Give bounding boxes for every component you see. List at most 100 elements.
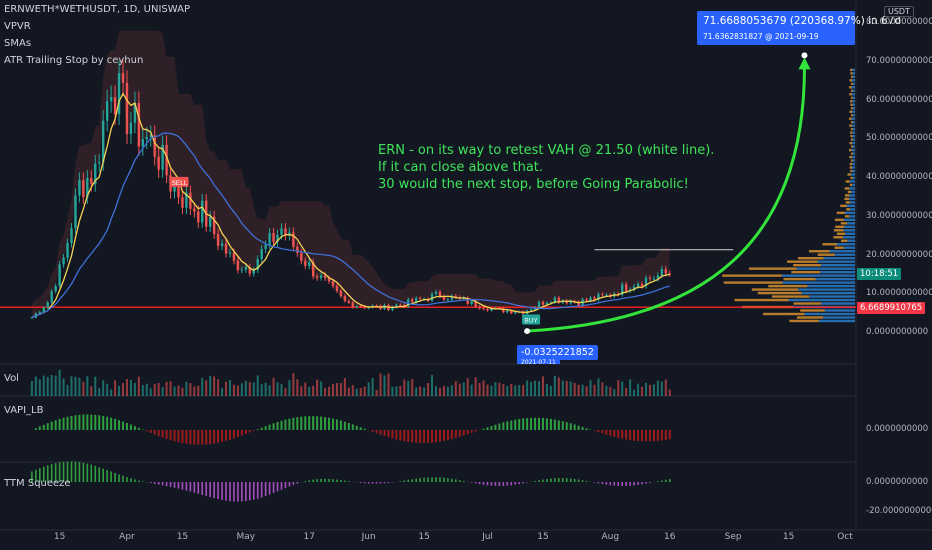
vpvr-bar-up <box>723 281 783 284</box>
volume-bar <box>502 384 505 396</box>
vapi-bar <box>494 424 497 430</box>
ttm-bar <box>157 482 160 485</box>
volume-bar <box>450 385 453 396</box>
vapi-bar <box>244 430 247 435</box>
vapi-bar <box>137 427 140 430</box>
vpvr-bar-down <box>852 89 855 92</box>
volume-bar <box>276 382 279 396</box>
volume-pane-label[interactable]: Vol <box>4 373 19 384</box>
vapi-bar <box>236 430 239 438</box>
vpvr-bar-down <box>852 82 855 86</box>
vapi-bar <box>260 427 263 430</box>
ttm-bar <box>90 464 93 482</box>
volume-bar <box>244 380 247 396</box>
ttm-bar <box>86 463 89 482</box>
ttm-bar <box>399 481 402 482</box>
time-axis-label: 15 <box>176 532 189 542</box>
volume-bar <box>553 375 556 396</box>
candle-body <box>624 284 628 292</box>
ttm-bar <box>252 482 255 500</box>
ttm-bar <box>458 480 461 482</box>
price-axis-label: 30.0000000000 <box>866 210 932 221</box>
vapi-bar <box>221 430 224 442</box>
ttm-bar <box>478 482 481 485</box>
ttm-bar <box>573 478 576 482</box>
candle-body <box>323 275 327 279</box>
candle-body <box>351 302 354 308</box>
indicator-vpvr[interactable]: VPVR <box>4 21 31 32</box>
candle-body <box>137 103 141 147</box>
ttm-bar <box>165 482 168 487</box>
volume-bar <box>541 376 544 396</box>
vpvr-bar-down <box>823 257 855 260</box>
ttm-bar <box>526 482 528 483</box>
vapi-bar <box>300 416 303 430</box>
ttm-bar <box>316 479 318 482</box>
ttm-bar <box>320 478 322 482</box>
vpvr-bar-down <box>852 75 855 79</box>
annotation-line: If it can close above that. <box>378 160 544 175</box>
time-axis-label: Apr <box>119 532 135 542</box>
volume-bar <box>58 369 61 396</box>
ttm-bar <box>185 482 188 491</box>
volume-bar <box>490 385 493 396</box>
vpvr-bar-up <box>833 229 844 232</box>
vapi-bar <box>454 430 457 439</box>
volume-bar <box>228 380 231 396</box>
candle-body <box>304 260 307 266</box>
annotation-line: ERN - on its way to retest VAH @ 21.50 (… <box>378 143 715 158</box>
ttm-bar <box>328 478 330 482</box>
vpvr-bar-up <box>851 82 853 86</box>
volume-bar <box>637 383 640 396</box>
vapi-bar <box>102 415 105 430</box>
volume-bar <box>474 377 477 396</box>
ttm-bar <box>439 477 441 482</box>
price-axis-label: 80.0000000000 <box>866 17 932 27</box>
candle-body <box>129 122 133 134</box>
low-date-tag: 2021-07-11 <box>517 359 560 364</box>
vpvr-bar-down <box>824 309 855 312</box>
volume-bar <box>498 382 501 396</box>
currency-button[interactable]: USDT <box>884 6 914 17</box>
volume-bar <box>557 377 560 396</box>
ttm-bar <box>308 480 311 482</box>
volume-bar <box>514 385 517 396</box>
candle-body <box>105 101 109 121</box>
vapi-bar <box>110 417 113 430</box>
candle-body <box>58 264 61 286</box>
volume-bar <box>264 382 267 396</box>
vapi-bar <box>561 421 564 430</box>
ttm-pane-label[interactable]: TTM Squeeze <box>4 478 71 489</box>
ttm-bar <box>538 480 540 482</box>
vapi-bar <box>470 430 473 433</box>
volume-bar <box>30 381 33 396</box>
vapi-bar <box>597 430 600 433</box>
indicator-smas[interactable]: SMAs <box>4 38 32 49</box>
vpvr-bar-down <box>852 68 855 72</box>
vapi-bar <box>114 418 117 430</box>
candle-body <box>585 299 588 301</box>
vpvr-bar-up <box>851 107 853 110</box>
candle-body <box>403 304 406 307</box>
vapi-bar <box>538 417 541 430</box>
vapi-bar <box>347 423 350 430</box>
vapi-pane-label[interactable]: VAPI_LB <box>4 405 44 416</box>
candle-body <box>454 295 458 298</box>
vpvr-bar-down <box>843 246 855 249</box>
candle-body <box>157 156 160 170</box>
vapi-bar <box>288 418 291 430</box>
vpvr-bar-down <box>801 291 855 295</box>
vpvr-bar-down <box>850 208 855 211</box>
candle-body <box>652 278 656 280</box>
indicator-atr[interactable]: ATR Trailing Stop by ceyhun <box>4 55 144 66</box>
ttm-bar <box>304 481 307 482</box>
vpvr-bar-up <box>851 120 853 124</box>
candle-body <box>446 299 450 301</box>
ttm-bar <box>383 482 386 484</box>
volume-bar <box>141 385 144 396</box>
price-axis-label: 40.0000000000 <box>866 172 932 182</box>
volume-bar <box>526 380 529 396</box>
vapi-bar <box>66 416 69 430</box>
volume-bar <box>371 378 374 396</box>
